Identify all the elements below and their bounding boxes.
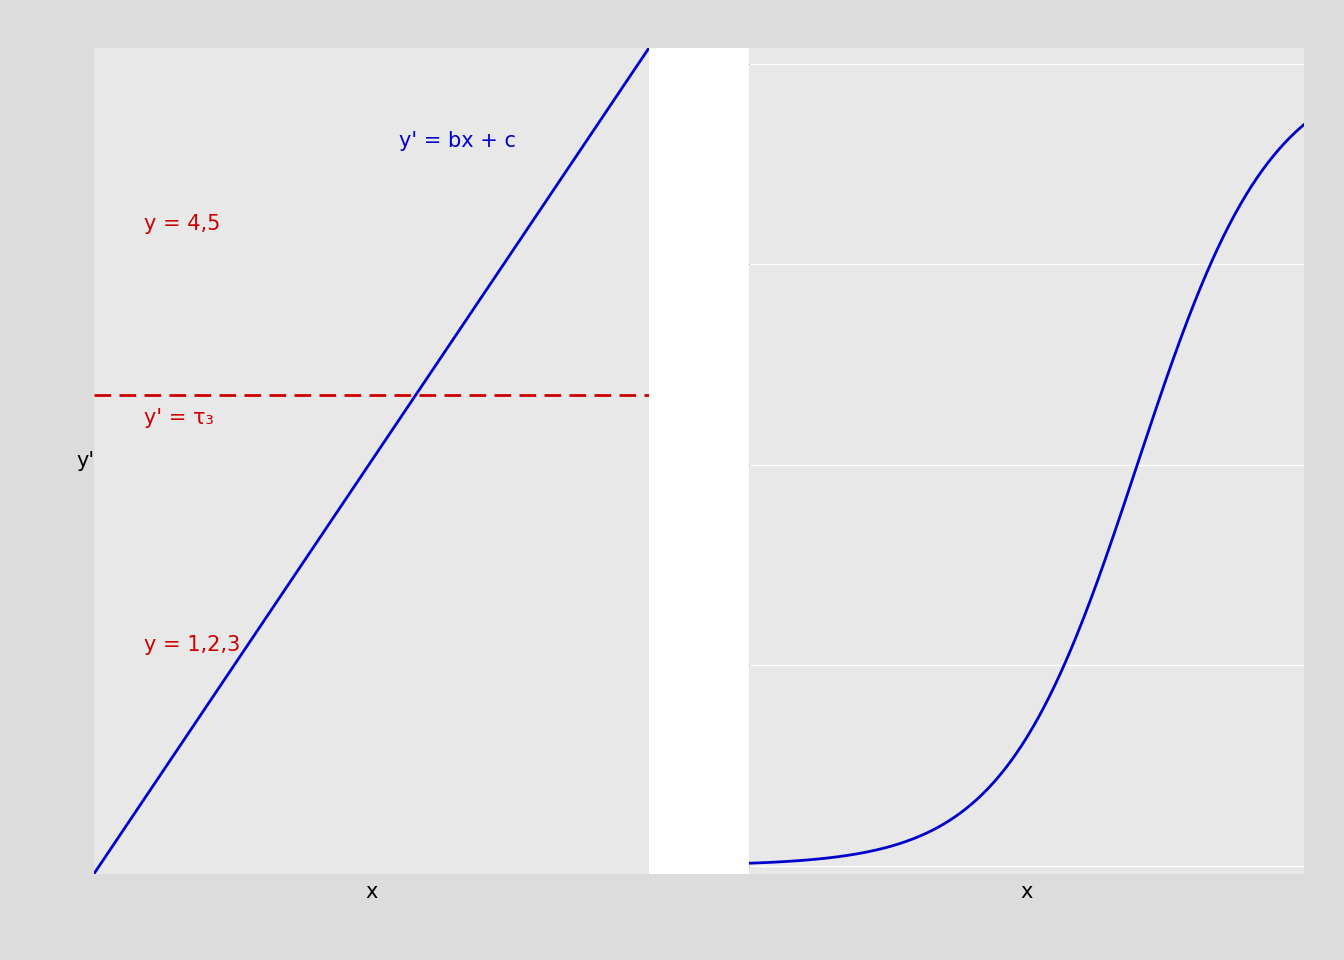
X-axis label: x: x — [1020, 882, 1032, 902]
X-axis label: x: x — [366, 882, 378, 902]
Text: y' = τ₃: y' = τ₃ — [144, 408, 214, 427]
Y-axis label: P(y' > τ₃): P(y' > τ₃) — [664, 412, 684, 510]
Y-axis label: y': y' — [77, 451, 95, 470]
Text: y = 1,2,3: y = 1,2,3 — [144, 635, 241, 655]
Text: y = 4,5: y = 4,5 — [144, 214, 220, 233]
Text: y' = bx + c: y' = bx + c — [399, 132, 516, 151]
